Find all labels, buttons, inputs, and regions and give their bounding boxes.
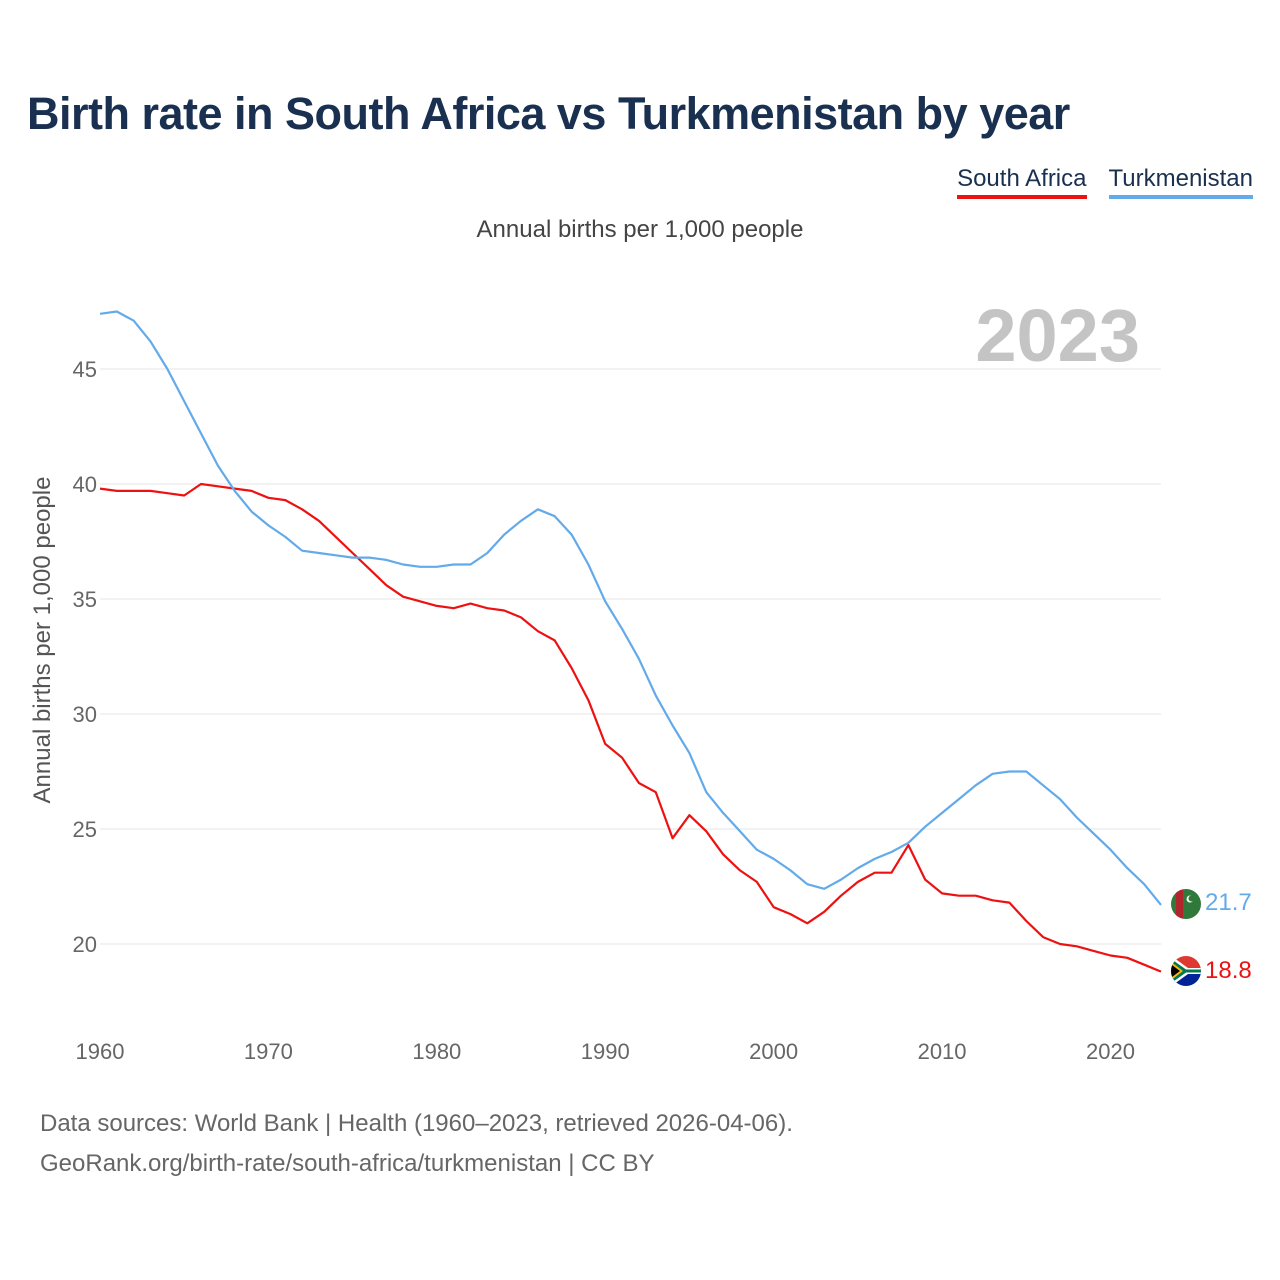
y-tick-label: 40 <box>73 472 97 497</box>
y-tick-label: 45 <box>73 357 97 382</box>
turkmenistan-flag-icon <box>1171 889 1201 919</box>
x-tick-label: 2020 <box>1086 1039 1135 1064</box>
line-chart: 20 25 30 35 40 45 1960 1970 1980 1990 2000 2010 202… <box>29 294 1252 1064</box>
y-tick-label: 35 <box>73 587 97 612</box>
x-tick-label: 2010 <box>918 1039 967 1064</box>
end-value-turkmenistan: 21.7 <box>1205 889 1252 916</box>
x-tick-label: 1960 <box>76 1039 125 1064</box>
source-line-2: GeoRank.org/birth-rate/south-africa/turk… <box>40 1150 655 1177</box>
legend-item-turkmenistan[interactable]: Turkmenistan <box>1108 165 1253 199</box>
source-note: Data sources: World Bank | Health (1960–… <box>40 1104 793 1184</box>
y-tick-label: 30 <box>73 702 97 727</box>
series-line-south-africa <box>99 482 1162 973</box>
end-value-south-africa: 18.8 <box>1205 957 1252 984</box>
series-line-turkmenistan <box>99 310 1162 906</box>
series-lines <box>99 310 1162 973</box>
legend: South Africa Turkmenistan <box>957 165 1253 199</box>
south-africa-flag-icon <box>1171 956 1201 986</box>
legend-item-south-africa[interactable]: South Africa <box>957 165 1087 199</box>
year-watermark: 2023 <box>975 294 1140 377</box>
chart-title: Birth rate in South Africa vs Turkmenist… <box>27 88 1070 139</box>
source-line-1: Data sources: World Bank | Health (1960–… <box>40 1110 793 1137</box>
x-tick-label: 1970 <box>244 1039 293 1064</box>
y-tick-label: 25 <box>73 817 97 842</box>
x-axis-ticks: 1960 1970 1980 1990 2000 2010 2020 <box>76 1039 1135 1064</box>
y-tick-label: 20 <box>73 932 97 957</box>
y-axis-ticks: 20 25 30 35 40 45 <box>73 357 97 957</box>
chart-subtitle: Annual births per 1,000 people <box>476 216 804 243</box>
x-tick-label: 1980 <box>412 1039 461 1064</box>
gridlines <box>100 368 1161 945</box>
y-axis-label: Annual births per 1,000 people <box>29 477 56 804</box>
x-tick-label: 2000 <box>749 1039 798 1064</box>
x-tick-label: 1990 <box>581 1039 630 1064</box>
end-value-labels: 18.8 21.7 <box>1205 889 1252 984</box>
